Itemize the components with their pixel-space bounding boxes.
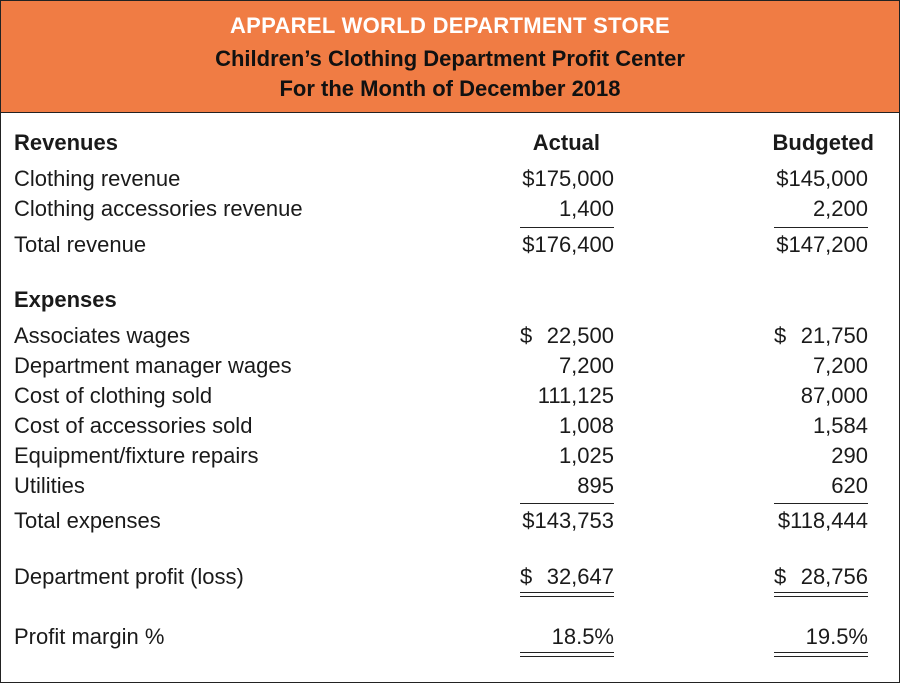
- row-label: Clothing revenue: [14, 166, 181, 191]
- actual-value: $176,400: [522, 232, 614, 257]
- budgeted-value: 7,200: [812, 353, 868, 378]
- actual-value: $22,500: [520, 322, 614, 350]
- report-period: For the Month of December 2018: [279, 76, 621, 101]
- actual-column-header: Actual: [532, 130, 600, 155]
- expenses-heading-row: Expenses: [1, 286, 899, 314]
- double-rule: [774, 652, 868, 657]
- actual-value: 7,200: [558, 353, 614, 378]
- row-label: Equipment/fixture repairs: [14, 443, 259, 468]
- report-subtitle: Children’s Clothing Department Profit Ce…: [215, 46, 685, 71]
- budgeted-column-header: Budgeted: [772, 130, 874, 155]
- amount: 28,756: [800, 564, 868, 589]
- table-row: Cost of accessories sold 1,008 1,584: [1, 412, 899, 440]
- actual-value: 18.5%: [551, 624, 614, 649]
- row-label: Department profit (loss): [14, 564, 244, 589]
- amount: 22,500: [546, 323, 614, 348]
- table-row: Department manager wages 7,200 7,200: [1, 352, 899, 380]
- subtotal-rule: [774, 503, 868, 504]
- dollar-sign: $: [520, 564, 533, 589]
- budgeted-value: $118,444: [777, 508, 868, 533]
- row-label: Utilities: [14, 473, 85, 498]
- double-rule: [520, 652, 614, 657]
- revenues-heading-row: Revenues Actual Budgeted: [1, 129, 899, 157]
- amount: 32,647: [546, 564, 614, 589]
- revenues-heading: Revenues: [14, 130, 118, 155]
- expenses-heading: Expenses: [14, 287, 117, 312]
- subtotal-rule: [520, 503, 614, 504]
- table-row: Equipment/fixture repairs 1,025 290: [1, 442, 899, 470]
- row-label: Total revenue: [14, 232, 147, 257]
- actual-value: 111,125: [537, 383, 614, 408]
- budgeted-value: 2,200: [812, 196, 868, 221]
- table-row: Cost of clothing sold 111,125 87,000: [1, 382, 899, 410]
- row-label: Cost of clothing sold: [14, 383, 213, 408]
- budgeted-value: 87,000: [800, 383, 868, 408]
- amount: 21,750: [800, 323, 868, 348]
- actual-value: 1,025: [558, 443, 614, 468]
- budgeted-value: $145,000: [776, 166, 868, 191]
- subtotal-rule: [774, 227, 868, 228]
- budgeted-value: 620: [831, 473, 868, 498]
- actual-value: 895: [577, 473, 614, 498]
- actual-value: $32,647: [520, 563, 614, 591]
- table-row: Clothing revenue $175,000 $145,000: [1, 165, 899, 193]
- budgeted-value: 1,584: [812, 413, 868, 438]
- table-row: Associates wages $22,500 $21,750: [1, 322, 899, 350]
- budgeted-value: $21,750: [774, 322, 868, 350]
- budgeted-value: 19.5%: [805, 624, 868, 649]
- department-profit-row: Department profit (loss) $32,647 $28,756: [1, 563, 899, 591]
- actual-value: $143,753: [522, 508, 614, 533]
- total-expenses-row: Total expenses $143,753 $118,444: [1, 507, 899, 535]
- table-row: Clothing accessories revenue 1,400 2,200: [1, 195, 899, 223]
- total-revenue-row: Total revenue $176,400 $147,200: [1, 231, 899, 259]
- actual-value: $175,000: [522, 166, 614, 191]
- row-label: Clothing accessories revenue: [14, 196, 303, 221]
- report-header: APPAREL WORLD DEPARTMENT STORE Children’…: [1, 1, 899, 113]
- double-rule: [520, 592, 614, 597]
- profit-margin-row: Profit margin % 18.5% 19.5%: [1, 623, 899, 651]
- row-label: Department manager wages: [14, 353, 292, 378]
- subtotal-rule: [520, 227, 614, 228]
- row-label: Total expenses: [14, 508, 161, 533]
- row-label: Profit margin %: [14, 624, 165, 649]
- budgeted-value: 290: [831, 443, 868, 468]
- row-label: Associates wages: [14, 323, 191, 348]
- actual-value: 1,400: [558, 196, 614, 221]
- budgeted-value: $147,200: [776, 232, 868, 257]
- actual-value: 1,008: [558, 413, 614, 438]
- row-label: Cost of accessories sold: [14, 413, 253, 438]
- dollar-sign: $: [520, 323, 533, 348]
- store-name: APPAREL WORLD DEPARTMENT STORE: [229, 13, 671, 38]
- dollar-sign: $: [774, 564, 787, 589]
- budgeted-value: $28,756: [774, 563, 868, 591]
- table-row: Utilities 895 620: [1, 472, 899, 500]
- double-rule: [774, 592, 868, 597]
- dollar-sign: $: [774, 323, 787, 348]
